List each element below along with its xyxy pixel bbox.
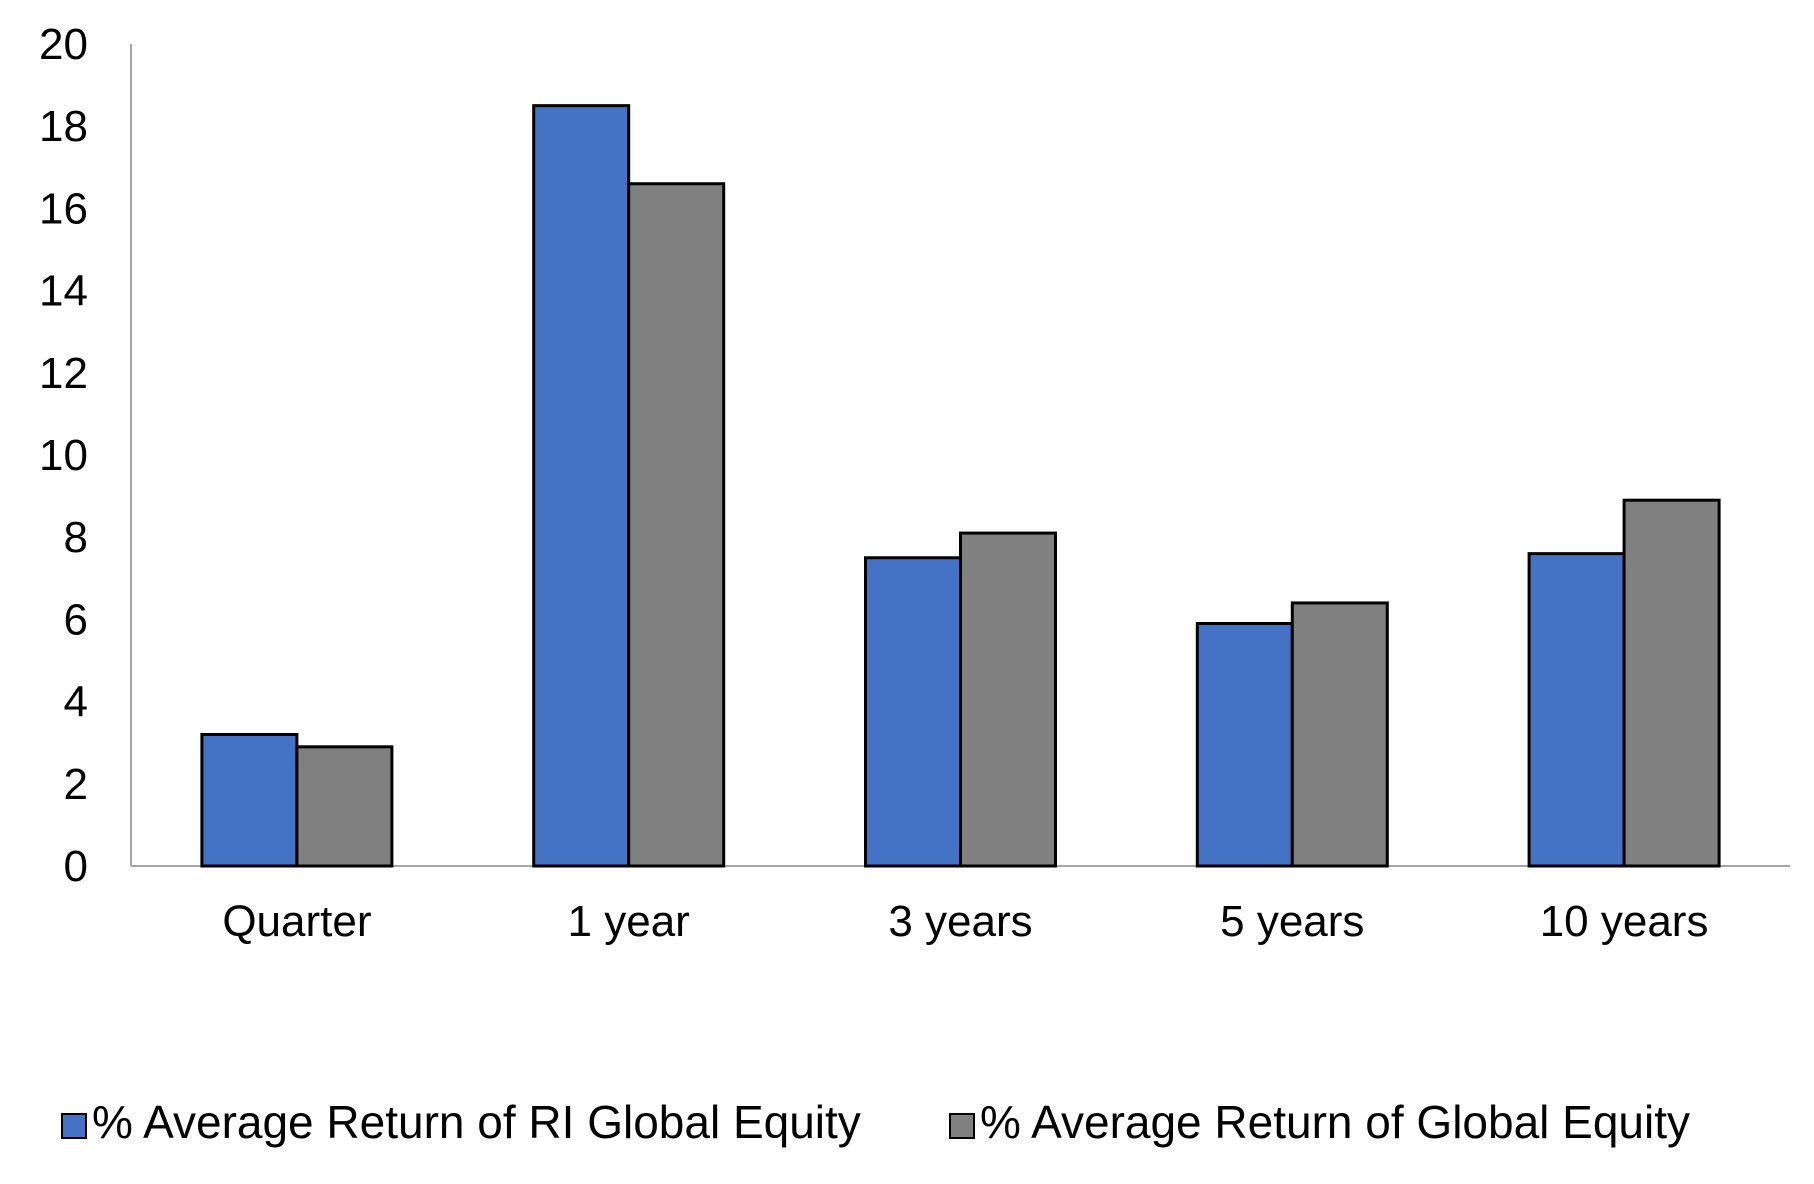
x-category-label: 3 years [888, 897, 1032, 946]
legend-swatch [61, 1113, 87, 1139]
y-tick-label: 2 [64, 760, 88, 809]
bars [200, 104, 1721, 868]
bar-ri-global-equity [532, 104, 631, 868]
bar-global-equity [1622, 498, 1721, 868]
y-tick-label: 14 [39, 267, 88, 316]
legend-label: % Average Return of RI Global Equity [92, 1096, 861, 1148]
y-axis: 0 2 4 6 8 10 12 14 16 18 20 [39, 20, 132, 891]
bar-global-equity [1290, 601, 1389, 868]
y-tick-label: 18 [39, 102, 88, 151]
x-category-label: 10 years [1540, 897, 1709, 946]
x-category-label: 5 years [1220, 897, 1364, 946]
legend: % Average Return of RI Global Equity % Av… [61, 1096, 1690, 1148]
bar-ri-global-equity [1527, 552, 1626, 868]
bar-ri-global-equity [864, 556, 962, 868]
y-tick-label: 0 [64, 842, 88, 891]
y-tick-label: 20 [39, 20, 88, 69]
y-tick-label: 4 [64, 678, 88, 727]
bar-global-equity [627, 182, 726, 868]
x-category-label: 1 year [568, 897, 690, 946]
bar-ri-global-equity [200, 732, 299, 868]
y-tick-label: 16 [39, 184, 88, 233]
bar-ri-global-equity [1195, 622, 1294, 868]
x-category-label: Quarter [222, 897, 371, 946]
y-tick-label: 6 [64, 595, 88, 644]
legend-swatch [949, 1113, 975, 1139]
y-tick-label: 10 [39, 431, 88, 480]
legend-label: % Average Return of Global Equity [980, 1096, 1690, 1148]
y-tick-label: 8 [64, 513, 88, 562]
bar-global-equity [295, 745, 394, 868]
x-axis: Quarter 1 year 3 years 5 years 10 years [131, 865, 1790, 946]
y-tick-label: 12 [39, 349, 88, 398]
bar-global-equity [959, 531, 1057, 868]
